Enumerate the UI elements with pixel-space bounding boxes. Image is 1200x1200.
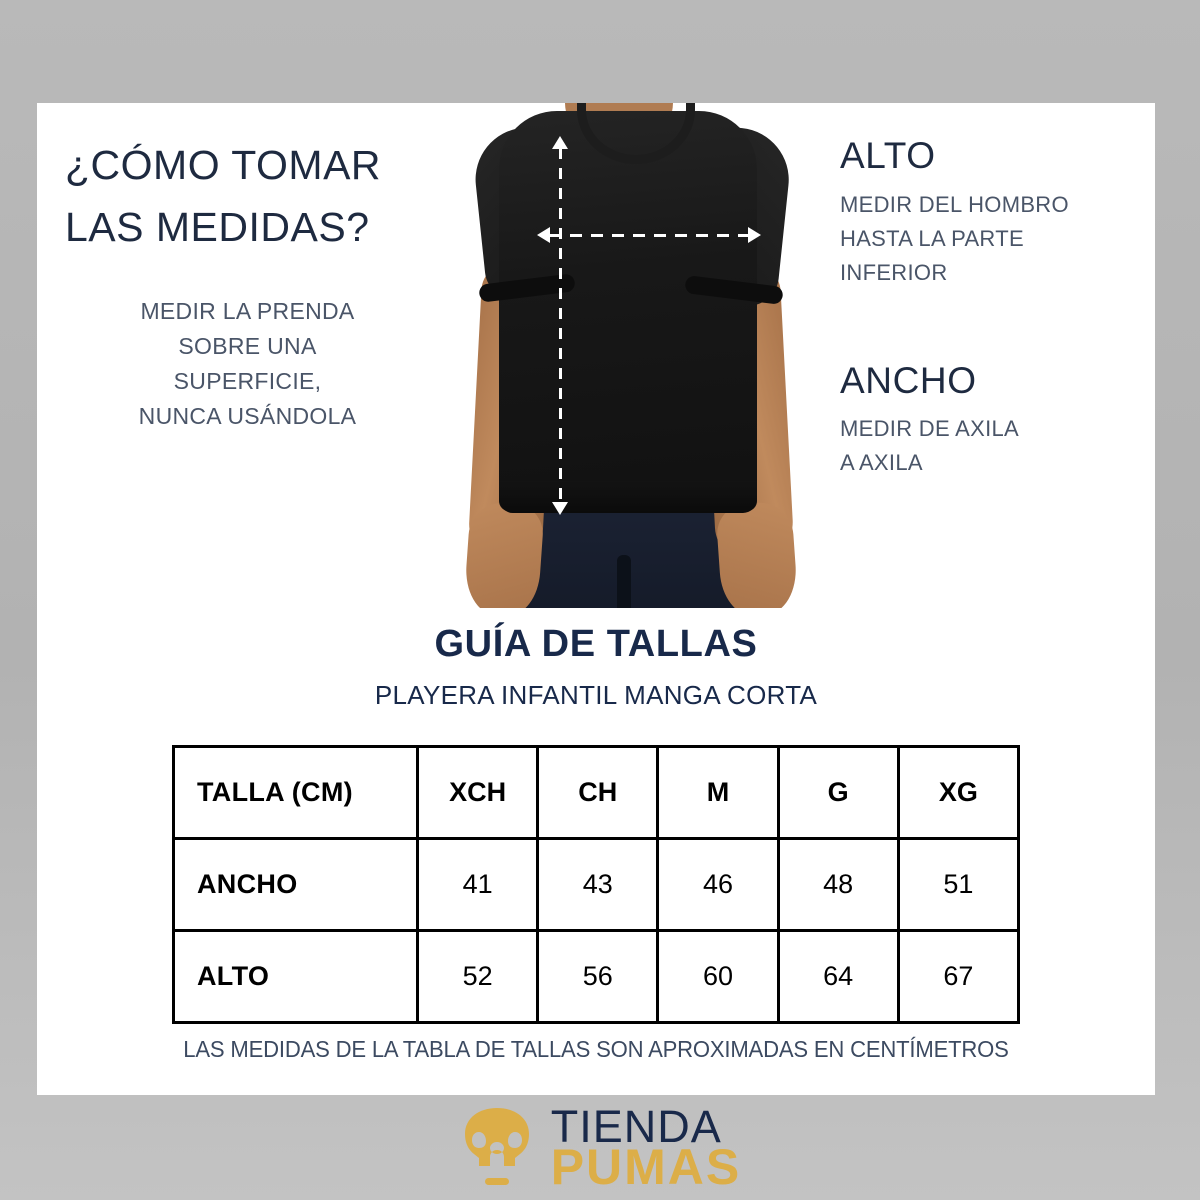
model-hand-left (463, 500, 545, 608)
brand-line-pumas: PUMAS (550, 1138, 742, 1195)
measure-ancho-title: ANCHO (840, 359, 977, 401)
height-arrow-icon (552, 136, 568, 515)
row-label-ancho: ANCHO (172, 837, 419, 932)
measure-alto-description: MEDIR DEL HOMBRO HASTA LA PARTE INFERIOR (840, 191, 1069, 285)
page-title: ¿CÓMO TOMAR LAS MEDIDAS? (65, 142, 382, 250)
size-table: TALLA (CM) XCH CH M G XG ANCHO 41 43 46 … (172, 745, 1021, 1024)
tshirt-body (499, 111, 757, 511)
measures-column: ALTO MEDIR DEL HOMBRO HASTA LA PARTE INF… (840, 135, 1140, 551)
cell-ancho-xch: 41 (415, 837, 540, 932)
cell-alto-xg: 67 (896, 929, 1021, 1024)
cell-alto-ch: 56 (536, 929, 660, 1024)
table-note: LAS MEDIDAS DE LA TABLA DE TALLAS SON AP… (183, 1036, 1009, 1062)
model-hand-right (715, 500, 799, 608)
measure-alto: ALTO MEDIR DEL HOMBRO HASTA LA PARTE INF… (840, 135, 1140, 290)
row-label-alto: ALTO (172, 929, 419, 1024)
tshirt-hem (499, 481, 757, 513)
measure-ancho-description: MEDIR DE AXILA A AXILA (840, 416, 1020, 476)
size-guide-section: GUÍA DE TALLAS PLAYERA INFANTIL MANGA CO… (37, 623, 1155, 1063)
table-header-ch: CH (536, 745, 660, 840)
instructions-column: ¿CÓMO TOMAR LAS MEDIDAS? MEDIR LA PRENDA… (65, 135, 430, 457)
table-header-g: G (776, 745, 900, 840)
measure-ancho: ANCHO MEDIR DE AXILA A AXILA (840, 360, 1140, 481)
cell-ancho-g: 48 (776, 837, 900, 932)
cell-ancho-xg: 51 (896, 837, 1021, 932)
table-header-xch: XCH (415, 745, 540, 840)
model-jeans-seam (617, 555, 631, 608)
brand-footer: TIENDA PUMAS (0, 1096, 1200, 1200)
brand-wordmark: TIENDA PUMAS (550, 1101, 742, 1195)
brand-logo[interactable]: TIENDA PUMAS (459, 1101, 742, 1195)
cell-alto-g: 64 (776, 929, 900, 1024)
size-guide-card: ¿CÓMO TOMAR LAS MEDIDAS? MEDIR LA PRENDA… (37, 103, 1155, 1095)
cell-ancho-ch: 43 (536, 837, 660, 932)
brand-line-tienda: TIENDA (550, 1101, 722, 1153)
table-row: ANCHO 41 43 46 48 51 (172, 837, 1021, 932)
guide-subtitle: PLAYERA INFANTIL MANGA CORTA (374, 680, 818, 710)
table-header-m: M (656, 745, 780, 840)
cell-alto-xch: 52 (415, 929, 540, 1024)
cell-alto-m: 60 (656, 929, 780, 1024)
measure-alto-title: ALTO (840, 135, 936, 176)
table-header-row: TALLA (CM) XCH CH M G XG (172, 745, 1021, 840)
guide-title: GUÍA DE TALLAS (434, 623, 758, 665)
puma-head-icon (464, 1108, 529, 1185)
table-row: ALTO 52 56 60 64 67 (172, 929, 1021, 1024)
width-arrow-icon (537, 227, 761, 243)
cell-ancho-m: 46 (656, 837, 780, 932)
table-header-talla: TALLA (CM) (172, 745, 419, 840)
instructions-note: MEDIR LA PRENDA SOBRE UNA SUPERFICIE, NU… (138, 298, 357, 429)
product-photo (437, 103, 827, 608)
table-header-xg: XG (896, 745, 1021, 840)
